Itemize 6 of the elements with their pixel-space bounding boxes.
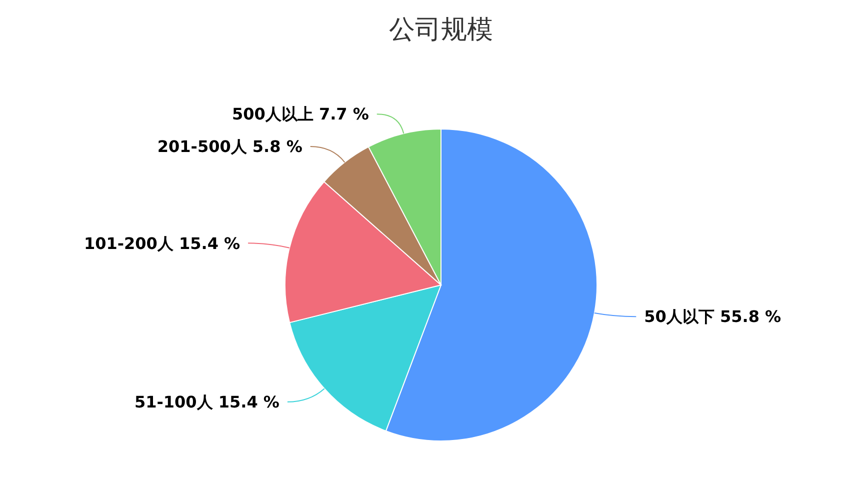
slice-label: 201-500人 5.8 % — [157, 137, 302, 156]
slice-label: 500人以上 7.7 % — [232, 104, 369, 124]
chart-title: 公司规模 — [389, 15, 493, 45]
slice-label: 51-100人 15.4 % — [134, 392, 280, 412]
slice-label: 50人以下 55.8 % — [644, 307, 782, 326]
slice-label: 101-200人 15.4 % — [84, 234, 240, 253]
